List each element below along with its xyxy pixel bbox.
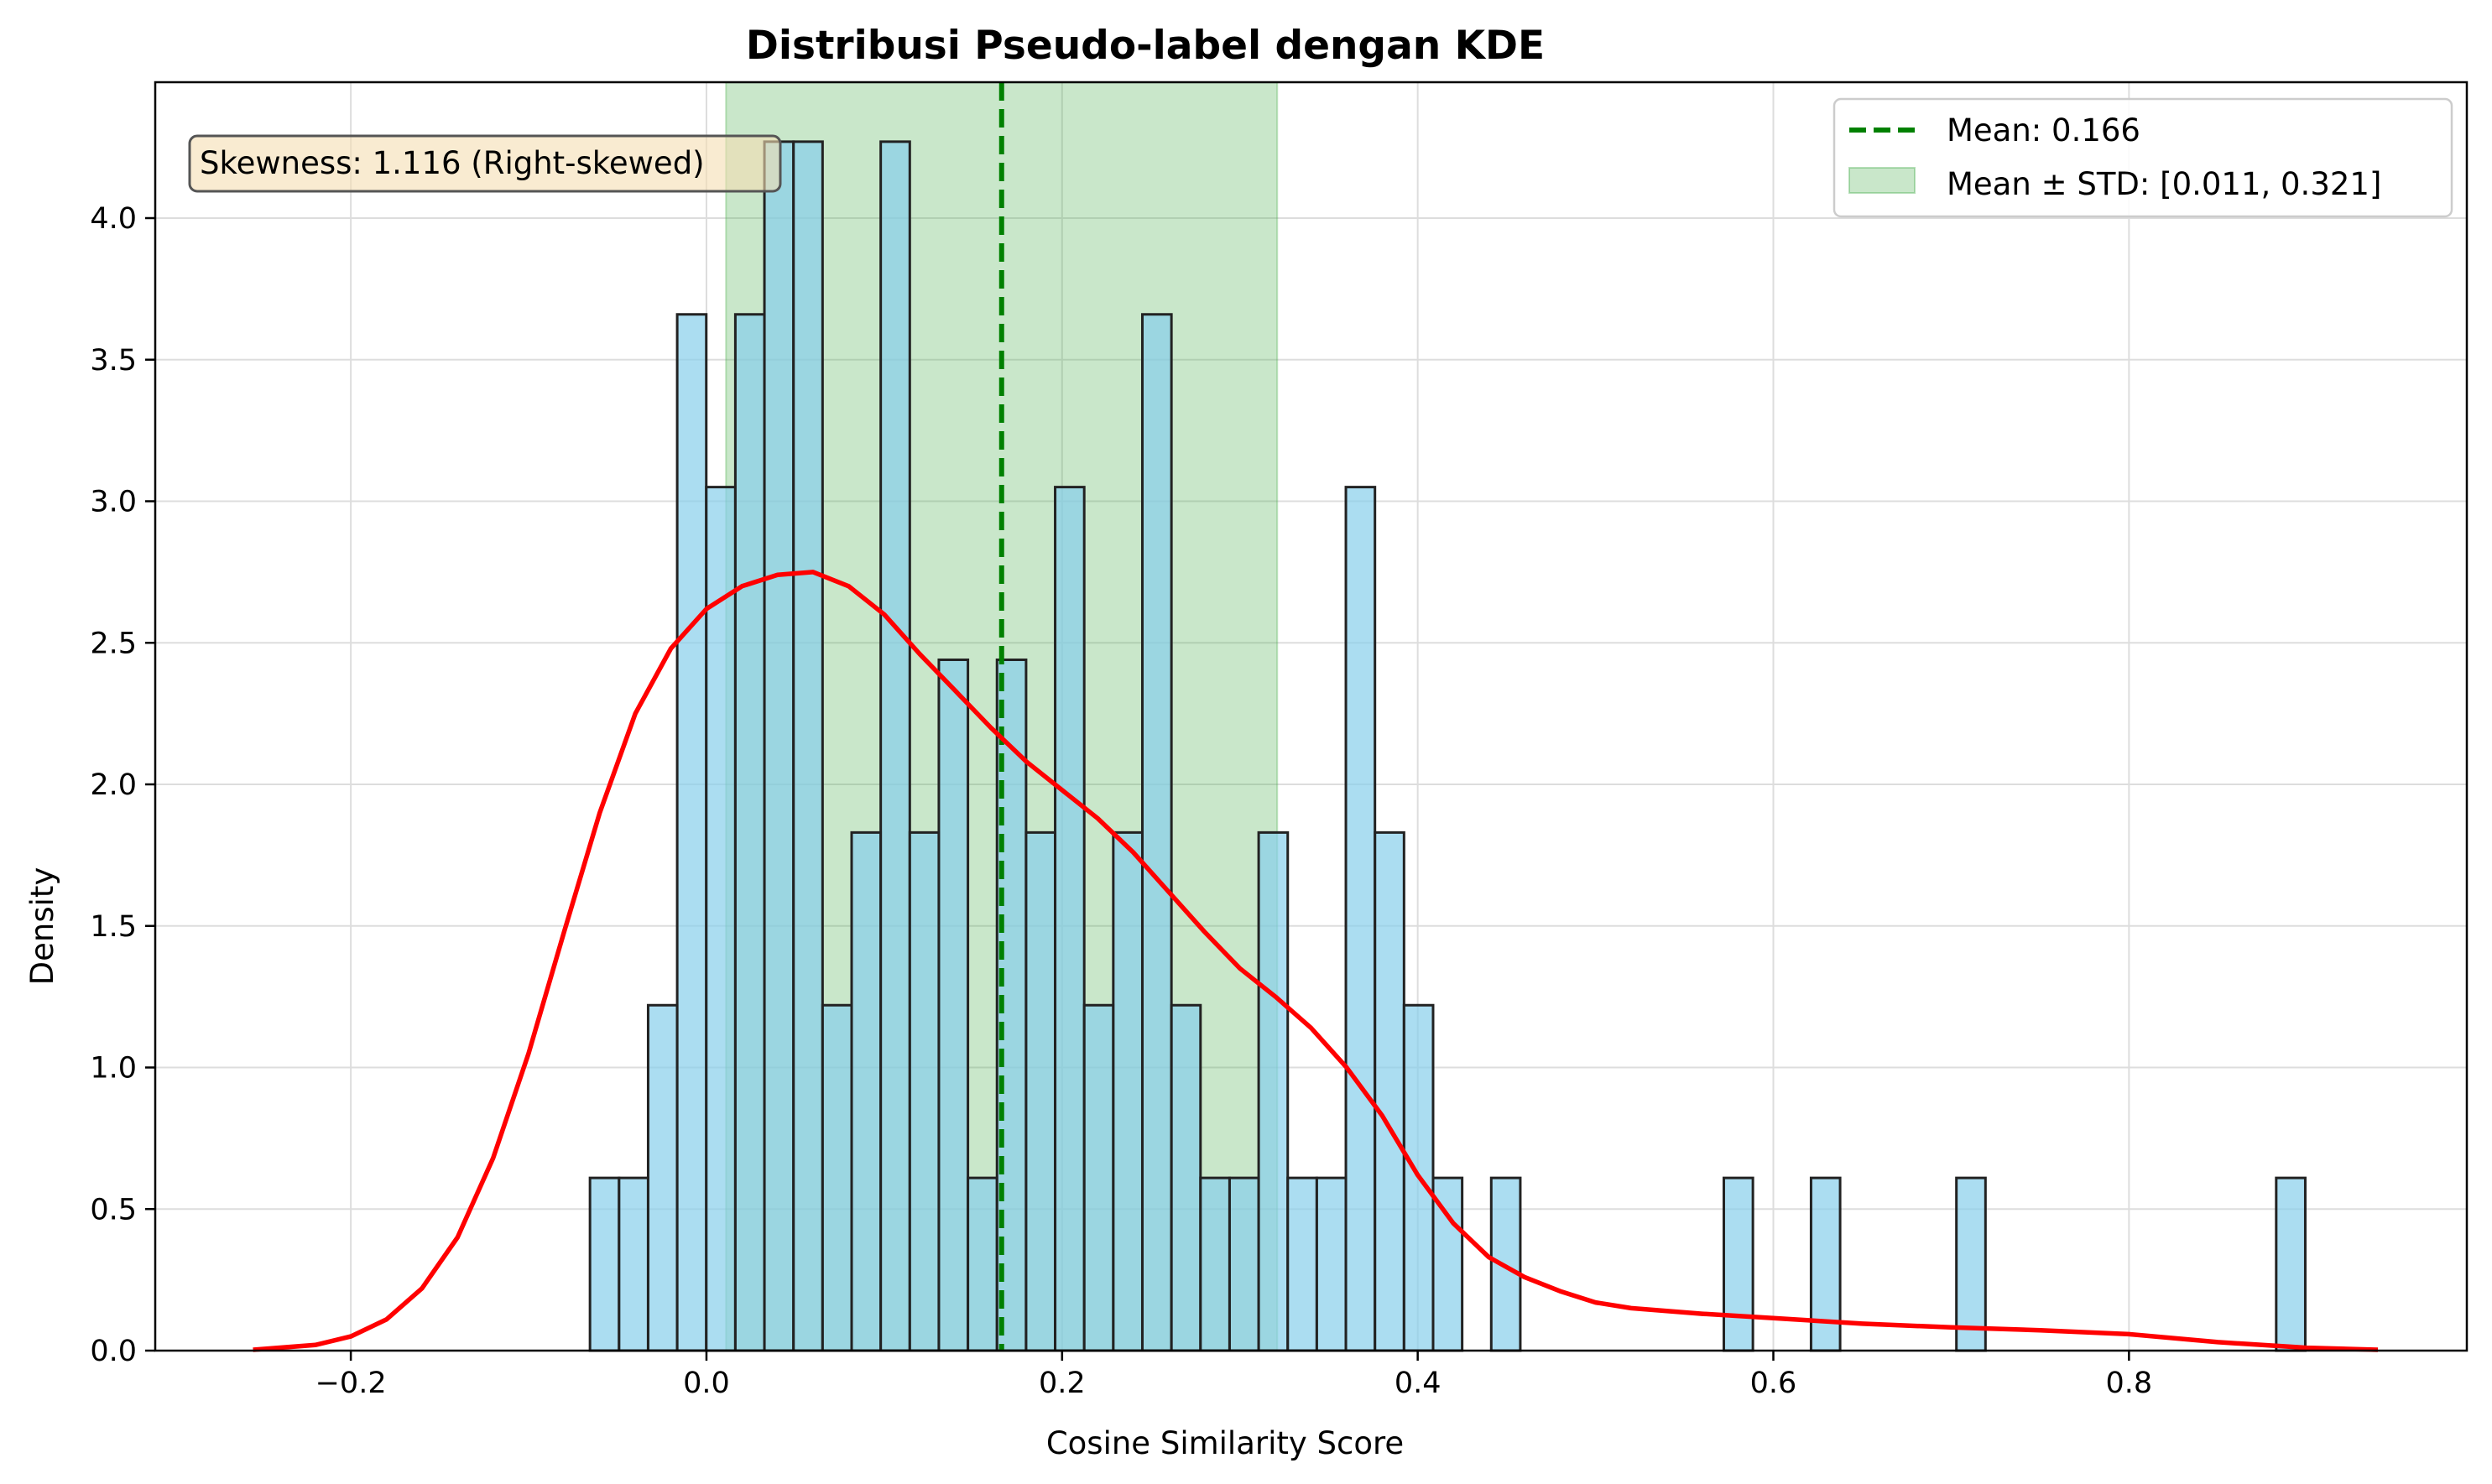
skewness-annotation-box (188, 134, 782, 193)
histogram-bar-11 (908, 831, 941, 1352)
y-axis-label: Density (24, 867, 60, 986)
histogram-bar-24 (1286, 1176, 1318, 1352)
plot-area: −0.2 0.0 0.2 0.4 0.6 0.8 0.0 0.5 1.0 1.5 2.0 2.5 3.0… (90, 81, 2469, 1400)
legend-box (1833, 97, 2453, 218)
y-tick-label-2: 1.0 (90, 1052, 137, 1086)
histogram-bar-12 (937, 659, 970, 1352)
x-axis-label: Cosine Similarity Score (1046, 1425, 1404, 1461)
histogram-bar-7 (792, 140, 824, 1352)
kde-curve (253, 570, 2379, 1352)
x-tick-label-2: 0.2 (1039, 1367, 1086, 1400)
histogram-bar-16 (1054, 486, 1086, 1352)
histogram-bar-25 (1315, 1176, 1348, 1352)
histogram-bar-4 (705, 486, 737, 1352)
x-tick-label-0: −0.2 (315, 1367, 387, 1400)
histogram-bar-26 (1344, 486, 1377, 1352)
histogram-bar-0 (588, 1176, 621, 1352)
histogram-bar-58 (2275, 1176, 2307, 1352)
histogram-bar-8 (821, 1003, 853, 1352)
histogram-bar-6 (763, 140, 795, 1352)
legend-std-swatch (1848, 167, 1916, 194)
histogram-bar-17 (1082, 1003, 1115, 1352)
y-tick-label-7: 3.5 (90, 344, 137, 378)
histogram-bar-1 (618, 1176, 649, 1352)
x-tick-label-3: 0.4 (1395, 1367, 1442, 1400)
skewness-annotation-text: Skewness: 1.116 (Right-skewed) (200, 145, 705, 181)
histogram-bar-23 (1257, 831, 1290, 1352)
histogram-bar-9 (850, 831, 883, 1352)
histogram-bar-19 (1140, 313, 1173, 1352)
chart-title: Distribusi Pseudo-label dengan KDE (746, 23, 1545, 69)
y-tick-label-1: 0.5 (90, 1193, 137, 1226)
histogram-bar-2 (646, 1003, 679, 1352)
histogram-bar-39 (1722, 1176, 1754, 1352)
histogram-bar-18 (1112, 831, 1144, 1352)
y-tick-label-5: 2.5 (90, 627, 137, 660)
histogram-bar-3 (675, 313, 708, 1352)
legend-std-label: Mean ± STD: [0.011, 0.321] (1947, 166, 2381, 202)
axes-frame (154, 81, 2469, 1352)
y-tick-label-8: 4.0 (90, 202, 137, 236)
legend-mean-label: Mean: 0.166 (1947, 112, 2140, 148)
histogram-bar-21 (1199, 1176, 1231, 1352)
histogram-bar-15 (1024, 831, 1057, 1352)
y-tick-label-3: 1.5 (90, 910, 137, 944)
skewness-annotation: Skewness: 1.116 (Right-skewed) (188, 134, 782, 193)
x-tick-label-1: 0.0 (683, 1367, 730, 1400)
y-tick-label-0: 0.0 (90, 1335, 137, 1368)
histogram-bar-20 (1170, 1003, 1202, 1352)
legend: Mean: 0.166 Mean ± STD: [0.011, 0.321] (1833, 97, 2453, 218)
histogram-bar-47 (1955, 1176, 1987, 1352)
histogram-bar-42 (1809, 1176, 1842, 1352)
y-tick-label-6: 3.0 (90, 486, 137, 519)
x-tick-label-4: 0.6 (1750, 1367, 1797, 1400)
histogram-bar-27 (1374, 831, 1405, 1352)
histogram-bar-29 (1431, 1176, 1464, 1352)
histogram-bar-5 (733, 313, 766, 1352)
histogram-bar-10 (879, 140, 911, 1352)
histogram-bar-13 (967, 1176, 998, 1352)
y-tick-label-4: 2.0 (90, 768, 137, 802)
histogram-bar-22 (1228, 1176, 1260, 1352)
x-tick-label-5: 0.8 (2106, 1367, 2153, 1400)
